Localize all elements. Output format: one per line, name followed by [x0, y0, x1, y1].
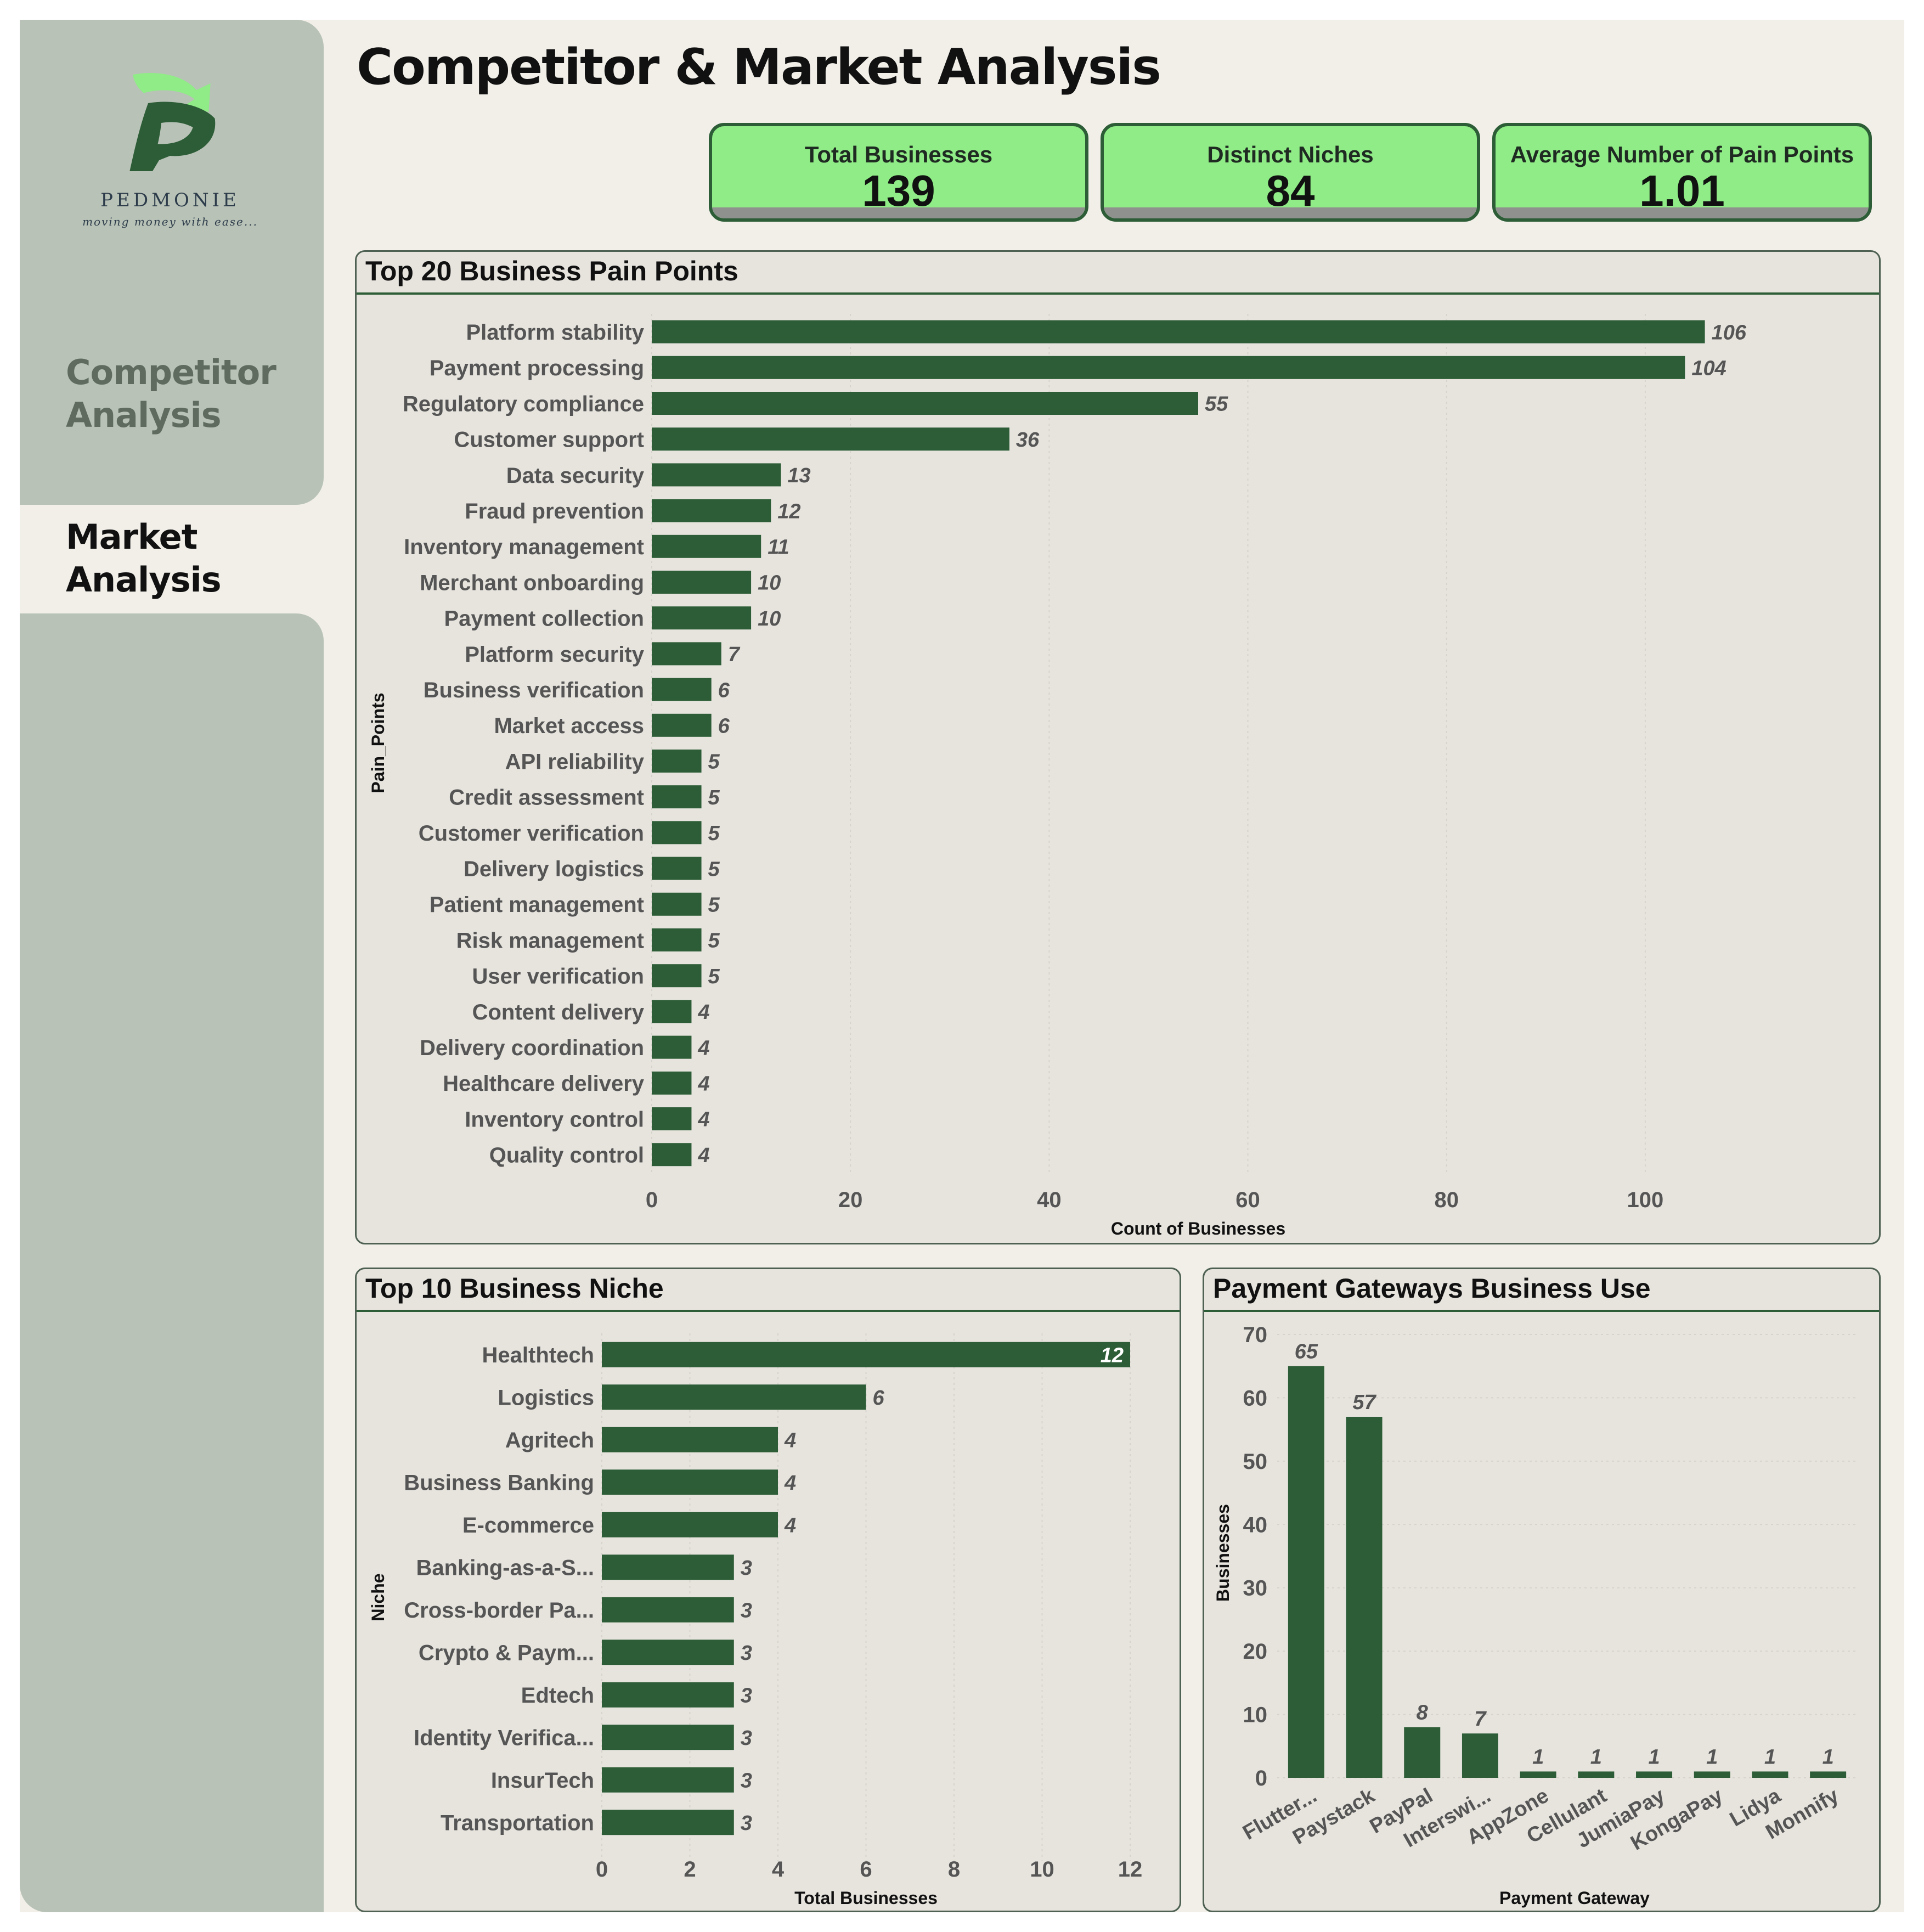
nav-item-label: Market — [66, 517, 198, 557]
panel-divider — [1204, 1310, 1879, 1312]
panel-title: Payment Gateways Business Use — [1213, 1273, 1651, 1304]
nav-item-label: Competitor — [66, 352, 277, 392]
kpi-card-distinct-niches: Distinct Niches 84 — [1101, 123, 1480, 222]
panel-pain-points: Top 20 Business Pain Points — [355, 250, 1881, 1244]
nav-item-label: Analysis — [66, 560, 222, 600]
nav-item-label: Analysis — [66, 395, 222, 435]
kpi-card-avg-pain-points: Average Number of Pain Points 1.01 — [1492, 123, 1872, 222]
nav-item-competitor-analysis[interactable]: Competitor Analysis — [66, 351, 277, 437]
panel-divider — [357, 1310, 1180, 1312]
kpi-label: Average Number of Pain Points — [1510, 142, 1854, 167]
kpi-card-total-businesses: Total Businesses 139 — [709, 123, 1088, 222]
panel-title: Top 10 Business Niche — [365, 1273, 664, 1304]
nav-item-market-analysis[interactable]: Market Analysis — [66, 516, 222, 601]
kpi-label: Total Businesses — [804, 142, 993, 167]
page-title: Competitor & Market Analysis — [357, 38, 1161, 96]
panel-business-niche: Top 10 Business Niche — [355, 1268, 1181, 1912]
logo-tagline: moving money with ease... — [82, 215, 258, 228]
panel-payment-gateways: Payment Gateways Business Use — [1203, 1268, 1881, 1912]
kpi-value: 1.01 — [1639, 166, 1725, 215]
sidebar-bottom — [20, 613, 324, 1912]
kpi-label: Distinct Niches — [1207, 142, 1374, 167]
logo-wordmark: PEDMONIE — [100, 189, 240, 211]
nav-active-tab-bg[interactable] — [33, 505, 324, 613]
kpi-value: 84 — [1266, 166, 1315, 215]
kpi-value: 139 — [862, 166, 935, 215]
panel-title: Top 20 Business Pain Points — [365, 256, 738, 286]
sidebar-top — [20, 20, 324, 505]
panel-divider — [357, 292, 1879, 295]
pedmonie-logo-icon — [129, 73, 216, 171]
